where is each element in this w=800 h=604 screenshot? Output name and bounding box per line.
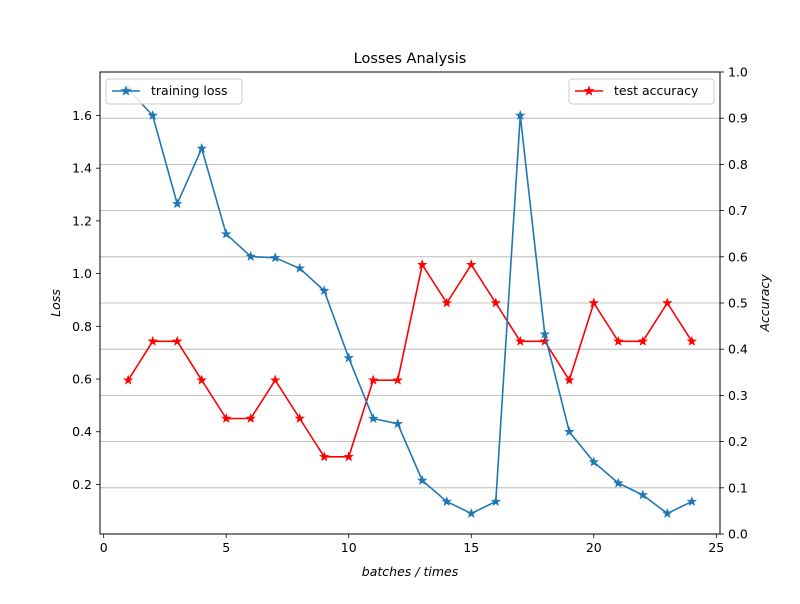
training-loss-point [417, 475, 428, 485]
test-accuracy-point [662, 297, 673, 308]
legend-right-label: test accuracy [614, 83, 699, 98]
training-loss-point [662, 507, 673, 518]
y-left-tick-label: 1.2 [72, 213, 92, 228]
legend-left-label: training loss [151, 83, 228, 98]
y-right-tick-label: 0.7 [728, 203, 748, 218]
y-left-tick-label: 1.4 [72, 161, 92, 176]
training-loss-point [343, 352, 354, 363]
training-loss-point [539, 328, 550, 339]
training-loss-point [637, 489, 649, 500]
test-accuracy-point [441, 297, 452, 308]
y-right-tick-label: 0.0 [728, 527, 748, 542]
y-right-tick-label: 0.9 [728, 111, 748, 126]
y-left-tick-label: 1.0 [72, 266, 92, 281]
y-right-tick-label: 1.0 [728, 65, 748, 80]
test-accuracy-point [515, 335, 526, 346]
x-tick-label: 20 [586, 540, 602, 555]
x-tick-label: 0 [100, 540, 108, 555]
training-loss-point [515, 110, 526, 120]
grid-layer [100, 117, 720, 489]
y-axis-label-right: Accuracy [757, 274, 772, 333]
training-loss-line [127, 88, 693, 515]
y-right-tick-label: 0.8 [728, 157, 748, 172]
series-test-accuracy [122, 259, 698, 462]
training-loss-point [147, 110, 158, 120]
y-left-tick-label: 0.2 [72, 477, 92, 492]
y-right-tick-label: 0.2 [728, 434, 748, 449]
x-tick-label: 15 [463, 540, 479, 555]
test-accuracy-point [588, 297, 600, 308]
test-accuracy-point [637, 335, 649, 346]
test-accuracy-point [564, 374, 575, 385]
legend-left-box [105, 78, 243, 105]
training-loss-point [368, 413, 379, 423]
training-loss-point [196, 142, 207, 153]
test-accuracy-point [122, 374, 134, 385]
legend-training-loss: training loss [105, 78, 243, 105]
axis-layer: 0 5 10 15 20 25 0.2 0.4 0.6 0.8 1.0 1.2 1.4 1.6 0.0 0.1… [72, 65, 748, 556]
test-accuracy-point [196, 374, 207, 385]
training-loss-point [294, 262, 305, 273]
x-tick-label: 5 [222, 540, 230, 555]
test-accuracy-point [294, 413, 305, 423]
training-loss-point [466, 507, 477, 518]
test-accuracy-point [171, 335, 183, 346]
training-loss-point [588, 456, 600, 467]
test-accuracy-point [270, 374, 281, 385]
test-accuracy-point [147, 335, 158, 346]
training-loss-point [270, 252, 281, 263]
training-loss-point [564, 426, 575, 437]
test-accuracy-point [490, 297, 501, 308]
training-loss-point [245, 251, 256, 261]
series-layer [122, 83, 698, 518]
x-tick-label: 10 [341, 540, 357, 555]
legend-right-box [568, 78, 715, 105]
y-axis-label-left: Loss [48, 289, 63, 317]
test-accuracy-point [245, 413, 256, 423]
y-right-tick-label: 0.4 [728, 342, 748, 357]
test-accuracy-point [319, 451, 330, 462]
legend-test-accuracy: test accuracy [568, 78, 715, 105]
test-accuracy-line [127, 263, 693, 458]
test-accuracy-point [613, 335, 624, 346]
test-accuracy-point [466, 259, 477, 270]
test-accuracy-point [343, 451, 354, 462]
test-accuracy-point [368, 374, 379, 385]
series-training-loss [122, 83, 698, 518]
legend-left-marker-icon [120, 85, 132, 96]
training-loss-point [441, 496, 452, 507]
y-left-tick-label: 0.4 [72, 424, 92, 439]
training-loss-point [392, 418, 403, 429]
test-accuracy-point [539, 335, 550, 346]
y-right-tick-label: 0.5 [728, 296, 748, 311]
test-accuracy-point [392, 374, 403, 385]
x-tick-label: 25 [708, 540, 724, 555]
chart-title: Losses Analysis [354, 51, 467, 67]
y-right-tick-label: 0.3 [728, 388, 748, 403]
legend-right-marker-icon [583, 85, 595, 96]
training-loss-point [171, 198, 183, 209]
test-accuracy-point [686, 335, 698, 346]
y-left-tick-label: 1.6 [72, 108, 92, 123]
y-right-tick-label: 0.1 [728, 480, 748, 495]
y-left-tick-label: 0.6 [72, 372, 92, 387]
training-loss-point [220, 228, 232, 239]
training-loss-point [319, 285, 330, 296]
x-axis-label: batches / times [362, 564, 459, 579]
y-right-tick-label: 0.6 [728, 249, 748, 264]
training-loss-point [613, 477, 624, 488]
test-accuracy-point [220, 413, 232, 423]
training-loss-point [490, 496, 501, 507]
test-accuracy-point [417, 259, 428, 270]
y-left-tick-label: 0.8 [72, 319, 92, 334]
training-loss-point [686, 496, 698, 507]
